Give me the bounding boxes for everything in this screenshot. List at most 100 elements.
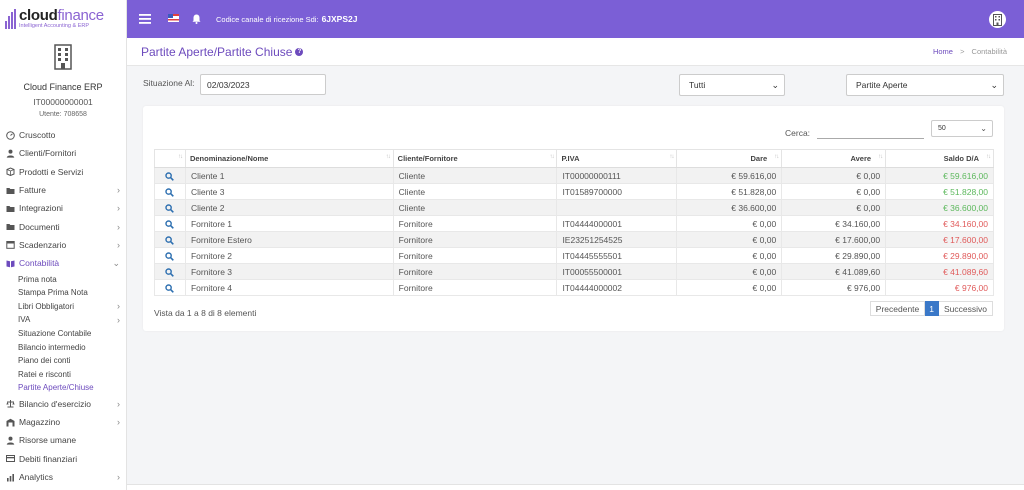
table-row: Fornitore 2 Fornitore IT04445555501 € 0,00 €…	[154, 247, 994, 264]
submenu-item-label: Stampa Prima Nota	[18, 288, 88, 298]
submenu-item-situazione-contabile[interactable]: Situazione Contabile	[0, 327, 126, 341]
sidebar-item-risorse-umane[interactable]: Risorse umane	[0, 431, 126, 449]
cell-saldo: € 29.890,00	[885, 247, 994, 264]
search-icon[interactable]	[165, 187, 175, 197]
submenu-item-partite-aperte-chiuse[interactable]: Partite Aperte/Chiuse	[0, 381, 126, 395]
search-label: Cerca:	[785, 128, 811, 138]
cell-vat: IE23251254525	[556, 231, 678, 248]
flag-icon[interactable]	[167, 13, 179, 25]
cell-type: Cliente	[392, 183, 558, 200]
column-header-type[interactable]: Cliente/Fornitore ↑↓	[392, 149, 558, 168]
bell-icon[interactable]	[190, 13, 202, 25]
cell-saldo: € 41.089,60	[885, 263, 994, 280]
cell-dare: € 36.600,00	[676, 199, 783, 216]
search-icon[interactable]	[165, 203, 175, 213]
sidebar-item-integrazioni[interactable]: Integrazioni ›	[0, 199, 126, 217]
status-filter-select[interactable]: Partite Aperte ⌄	[846, 74, 1004, 96]
building-icon	[0, 44, 126, 70]
book-icon	[5, 258, 15, 268]
column-header-avere[interactable]: Avere ↑↓	[781, 149, 887, 168]
row-search-cell	[154, 263, 186, 280]
pagination-next-button[interactable]: Successivo	[939, 301, 993, 316]
submenu-item-label: IVA	[18, 315, 31, 325]
cell-avere: € 0,00	[781, 183, 887, 200]
top-bar: Codice canale di ricezione Sdi: 6JXPS2J	[127, 0, 1024, 38]
brand-name-part1: cloud	[19, 7, 58, 25]
submenu-item-iva[interactable]: IVA ›	[0, 313, 126, 327]
search-icon[interactable]	[165, 235, 175, 245]
user-avatar[interactable]	[989, 11, 1006, 28]
type-filter-select[interactable]: Tutti ⌄	[679, 74, 785, 96]
cell-name: Cliente 3	[184, 183, 394, 200]
help-icon[interactable]: ?	[295, 47, 304, 56]
breadcrumb-home-link[interactable]: Home	[932, 47, 953, 56]
page-size-select[interactable]: 50 ⌄	[931, 120, 993, 137]
column-header-dare[interactable]: Dare ↑↓	[676, 149, 783, 168]
cell-avere: € 976,00	[781, 279, 887, 296]
sidebar-item-fatture[interactable]: Fatture ›	[0, 181, 126, 199]
pagination-prev-button[interactable]: Precedente	[869, 301, 926, 316]
submenu-item-ratei-e-risconti[interactable]: Ratei e risconti	[0, 368, 126, 382]
search-icon[interactable]	[165, 251, 175, 261]
cell-vat: IT04444000002	[556, 279, 678, 296]
search-input[interactable]	[817, 123, 924, 139]
row-search-cell	[154, 215, 186, 232]
column-header-vat[interactable]: P.IVA ↑↓	[556, 149, 678, 168]
search-icon[interactable]	[165, 171, 175, 181]
chevron-right-icon: ›	[117, 221, 120, 232]
submenu-item-prima-nota[interactable]: Prima nota	[0, 272, 126, 286]
sidebar: cloudfinance Intelligent Accounting & ER…	[0, 0, 127, 490]
sidebar-item-clienti-fornitori[interactable]: Clienti/Fornitori	[0, 144, 126, 162]
sidebar-item-label: Integrazioni	[19, 203, 63, 214]
brand-logo[interactable]: cloudfinance Intelligent Accounting & ER…	[0, 0, 126, 38]
search-icon[interactable]	[165, 219, 175, 229]
situation-date-input[interactable]	[200, 74, 326, 95]
hamburger-menu-icon[interactable]	[139, 13, 151, 25]
sidebar-item-contabilit[interactable]: Contabilità ⌄	[0, 254, 126, 272]
search-icon[interactable]	[165, 267, 175, 277]
column-header-actions[interactable]: ↑↓	[154, 149, 186, 168]
cell-name: Fornitore Estero	[184, 231, 394, 248]
submenu-item-stampa-prima-nota[interactable]: Stampa Prima Nota	[0, 286, 126, 300]
sidebar-item-debiti-finanziari[interactable]: Debiti finanziari	[0, 450, 126, 468]
chevron-right-icon: ›	[117, 239, 120, 250]
brand-tagline: Intelligent Accounting & ERP	[19, 23, 90, 30]
sort-icon: ↑↓	[986, 154, 991, 160]
sidebar-item-bilancio-d-esercizio[interactable]: Bilancio d'esercizio ›	[0, 395, 126, 413]
cell-name: Cliente 2	[184, 199, 394, 216]
sidebar-item-scadenzario[interactable]: Scadenzario ›	[0, 236, 126, 254]
column-header-name[interactable]: Denominazione/Nome ↑↓	[184, 149, 394, 168]
results-card: Cerca: 50 ⌄ ↑↓ Denominazione/Nome ↑↓ Clie…	[143, 106, 1004, 331]
cell-type: Fornitore	[392, 215, 558, 232]
sidebar-item-analytics[interactable]: Analytics ›	[0, 468, 126, 486]
page-size-value: 50	[938, 125, 946, 132]
submenu-item-piano-dei-conti[interactable]: Piano dei conti	[0, 354, 126, 368]
submenu-item-bilancio-intermedio[interactable]: Bilancio intermedio	[0, 340, 126, 354]
sidebar-item-magazzino[interactable]: Magazzino ›	[0, 413, 126, 431]
chevron-down-icon: ⌄	[112, 257, 120, 268]
submenu-item-libri-obbligatori[interactable]: Libri Obbligatori ›	[0, 300, 126, 314]
sidebar-item-documenti[interactable]: Documenti ›	[0, 217, 126, 235]
table-info: Vista da 1 a 8 di 8 elementi	[154, 308, 257, 318]
row-search-cell	[154, 199, 186, 216]
dashboard-icon	[5, 130, 15, 140]
table-row: Cliente 1 Cliente IT00000000111 € 59.616,00…	[154, 167, 994, 184]
logo-bars-icon	[5, 9, 16, 29]
cell-dare: € 0,00	[676, 279, 783, 296]
pagination-page-button[interactable]: 1	[925, 301, 939, 316]
column-header-saldo[interactable]: Saldo D/A ↑↓	[885, 149, 994, 168]
cell-avere: € 41.089,60	[781, 263, 887, 280]
sidebar-item-label: Analytics	[19, 472, 54, 483]
user-icon	[5, 148, 15, 158]
sort-icon: ↑↓	[669, 154, 674, 160]
table-row: Fornitore 4 Fornitore IT04444000002 € 0,00 €…	[154, 279, 994, 296]
search-icon[interactable]	[165, 283, 175, 293]
sidebar-item-label: Bilancio d'esercizio	[19, 398, 92, 409]
sidebar-item-cruscotto[interactable]: Cruscotto	[0, 126, 126, 144]
sidebar-item-prodotti-e-servizi[interactable]: Prodotti e Servizi	[0, 163, 126, 181]
sidebar-item-label: Scadenzario	[19, 239, 67, 250]
cell-dare: € 0,00	[676, 231, 783, 248]
row-search-cell	[154, 279, 186, 296]
debt-icon	[5, 454, 15, 464]
cell-vat: IT01589700000	[556, 183, 678, 200]
